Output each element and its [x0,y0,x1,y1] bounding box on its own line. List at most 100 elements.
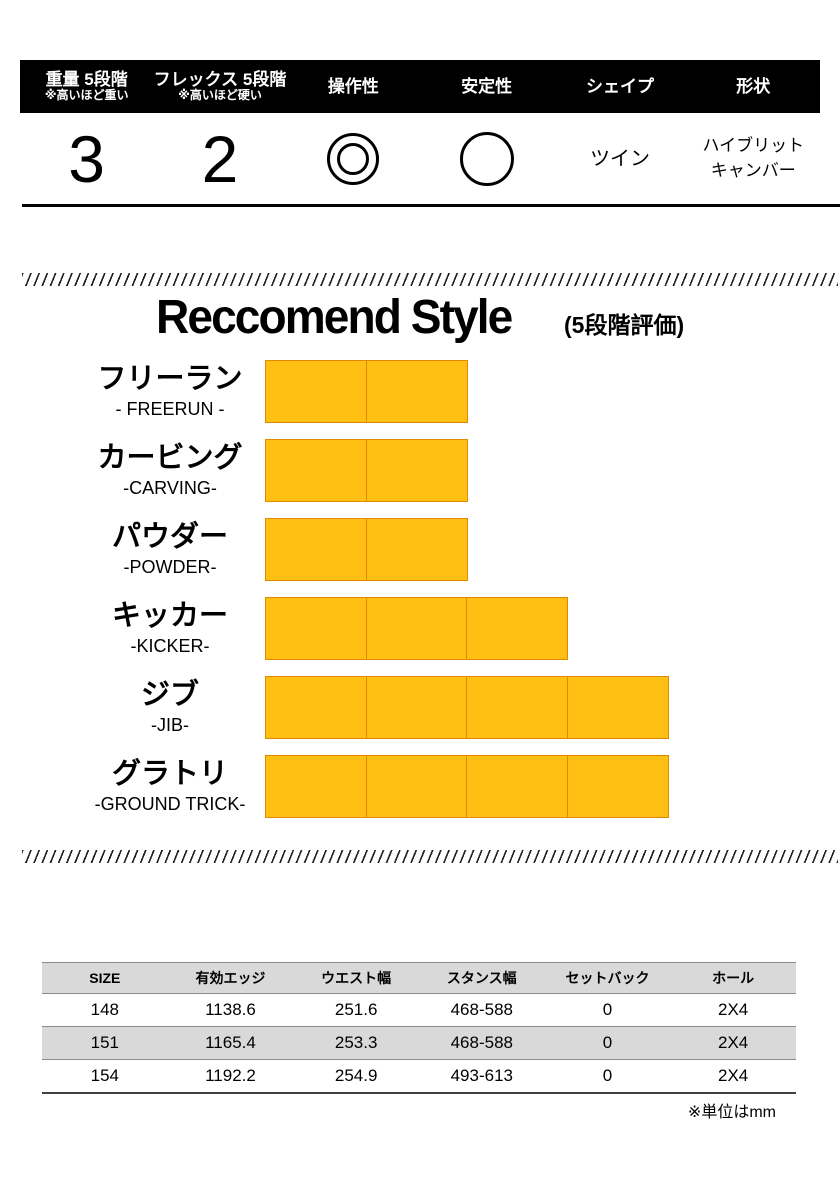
rating-bar-segment [265,439,367,502]
carving-rating-bar [265,439,468,502]
cell-waist-width: 253.3 [293,1026,419,1060]
freerun-label: フリーラン - FREERUN - [20,360,265,423]
powder-rating-bar [265,518,468,581]
cell-size: 154 [42,1059,168,1094]
cell-waist-width: 251.6 [293,993,419,1027]
cell-stance-width: 468-588 [418,993,545,1027]
jib-label-jp: ジブ [140,679,199,712]
size-table-header-row: SIZE 有効エッジ ウエスト幅 スタンス幅 セットバック ホール [42,962,796,994]
rating-bar-segment [265,518,367,581]
rating-bar-segment [566,755,669,818]
cell-stance-width: 493-613 [418,1059,545,1094]
carving-label-jp: カービング [97,442,243,475]
spec-header-bar: 重量 5段階 ※高いほど重い フレックス 5段階 ※高いほど硬い 操作性 安定性… [20,60,820,113]
camber-value-line2: キャンバー [710,161,796,180]
spec-col-weight: 重量 5段階 ※高いほど重い [20,60,153,113]
chart-row-powder: パウダー -POWDER- [20,518,820,581]
groundtrick-label-jp: グラトリ [111,758,228,791]
spec-col-shape: シェイプ [553,60,686,113]
cell-setback: 0 [544,1026,671,1060]
weight-label: 重量 5段階 [45,69,128,89]
double-circle-inner-icon [337,143,370,175]
weight-value-cell: 3 [20,113,153,205]
spec-col-flex: フレックス 5段階 ※高いほど硬い [153,60,287,113]
unit-note: ※単位はmm [687,1104,776,1121]
powder-label: パウダー -POWDER- [20,518,265,581]
table-row-148: 148 1138.6 251.6 468-588 0 2X4 [42,993,796,1027]
carving-label: カービング -CARVING- [20,439,265,502]
shape-value: ツイン [589,147,650,170]
powder-label-jp: パウダー [111,521,228,554]
freerun-label-en: - FREERUN - [115,398,225,419]
cell-size: 148 [42,993,168,1027]
header-bottom-rule [22,204,840,207]
rating-bar-segment [466,597,568,660]
cell-size: 151 [42,1026,168,1060]
flex-sublabel: ※高いほど硬い [178,88,262,103]
kicker-label: キッカー -KICKER- [20,597,265,660]
rating-bar-segment [365,360,468,423]
recommend-title: Reccomend Style [155,291,513,344]
jib-label-en: -JIB- [151,714,189,735]
rating-bar-segment [265,676,367,739]
cell-hole: 2X4 [670,993,796,1027]
hatched-divider-top [22,273,838,286]
cell-setback: 0 [544,1059,671,1094]
shape-label: シェイプ [585,76,654,96]
handling-value-cell [287,113,420,205]
stability-label: 安定性 [461,76,513,96]
size-spec-table: SIZE 有効エッジ ウエスト幅 スタンス幅 セットバック ホール 148 11… [42,962,796,1094]
col-header-setback: セットバック [544,962,671,994]
spec-col-camber: 形状 [687,60,820,113]
camber-value-cell: ハイブリット キャンバー [687,113,820,205]
powder-label-en: -POWDER- [123,556,217,577]
cell-effective-edge: 1192.2 [167,1059,294,1094]
kicker-label-jp: キッカー [111,600,228,633]
jib-label: ジブ -JIB- [20,676,265,739]
weight-sublabel: ※高いほど重い [44,88,129,103]
table-row-151: 151 1165.4 253.3 468-588 0 2X4 [42,1026,796,1060]
cell-effective-edge: 1138.6 [167,993,294,1027]
rating-bar-segment [265,597,367,660]
spec-col-handling: 操作性 [287,60,420,113]
shape-value-cell: ツイン [553,113,686,205]
rating-bar-segment [466,755,568,818]
handling-label: 操作性 [327,76,379,96]
col-header-hole: ホール [670,962,796,994]
recommend-title-row: Reccomend Style (5段階評価) [0,290,840,345]
circle-icon [459,132,514,186]
col-header-effective-edge: 有効エッジ [167,962,294,994]
cell-setback: 0 [544,993,671,1027]
kicker-rating-bar [265,597,568,660]
groundtrick-label-en: -GROUND TRICK- [94,793,246,814]
cell-stance-width: 468-588 [418,1026,545,1060]
rating-bar-segment [365,755,468,818]
rating-bar-segment [265,755,367,818]
rating-bar-segment [365,439,468,502]
hatched-divider-bottom [22,850,838,863]
spec-col-stability: 安定性 [420,60,553,113]
spec-values-row: 3 2 ツイン ハイブリット キャンバー [20,113,820,205]
weight-value: 3 [68,122,106,196]
chart-row-carving: カービング -CARVING- [20,439,820,502]
flex-value-cell: 2 [153,113,286,205]
carving-label-en: -CARVING- [123,477,217,498]
cell-effective-edge: 1165.4 [167,1026,294,1060]
recommend-subtitle: (5段階評価) [564,312,685,338]
stability-value-cell [420,113,553,205]
chart-row-kicker: キッカー -KICKER- [20,597,820,660]
rating-bar-segment [265,360,367,423]
recommend-style-chart: フリーラン - FREERUN - カービング -CARVING- パウダー -… [20,360,820,834]
camber-label: 形状 [736,76,771,96]
col-header-waist-width: ウエスト幅 [293,962,419,994]
rating-bar-segment [566,676,669,739]
col-header-size: SIZE [42,962,168,994]
jib-rating-bar [265,676,669,739]
chart-row-jib: ジブ -JIB- [20,676,820,739]
chart-row-freerun: フリーラン - FREERUN - [20,360,820,423]
col-header-stance-width: スタンス幅 [418,962,545,994]
rating-bar-segment [365,518,468,581]
rating-bar-segment [365,676,468,739]
kicker-label-en: -KICKER- [130,635,210,656]
